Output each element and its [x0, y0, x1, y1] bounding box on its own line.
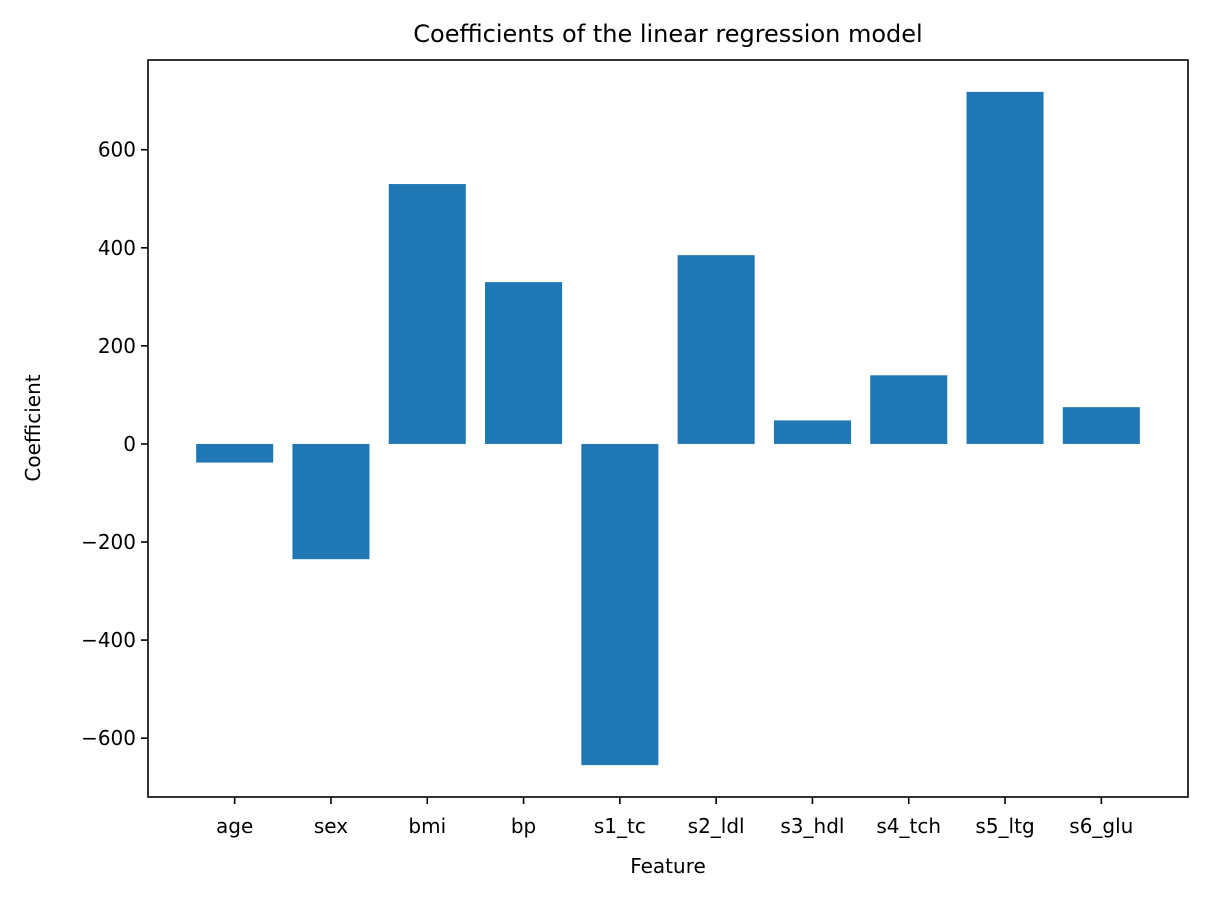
y-tick-label: 200 [98, 334, 136, 358]
y-tick-label: −400 [81, 628, 136, 652]
x-tick-label-bp: bp [511, 814, 536, 838]
axes-frame [147, 59, 1189, 798]
bar-age [196, 443, 274, 463]
y-axis-label: Coefficient [21, 374, 45, 481]
y-axis-ticks: −600 −400 −200 0 200 400 600 [81, 138, 148, 750]
bar-s3_hdl [773, 420, 851, 444]
y-tick-label: −200 [81, 530, 136, 554]
bar-sex [292, 443, 370, 560]
x-tick-label-s3_hdl: s3_hdl [780, 814, 844, 838]
x-tick-label-s2_ldl: s2_ldl [688, 814, 745, 838]
x-axis-label: Feature [630, 854, 706, 878]
y-tick-label: −600 [81, 726, 136, 750]
x-tick-label-s6_glu: s6_glu [1069, 814, 1133, 838]
y-tick-label: 0 [123, 432, 136, 456]
bar-s1_tc [581, 443, 659, 766]
x-tick-label-s1_tc: s1_tc [594, 814, 646, 838]
bar-s2_ldl [677, 255, 755, 444]
y-tick-label: 400 [98, 236, 136, 260]
x-tick-label-bmi: bmi [408, 814, 446, 838]
chart-title: Coefficients of the linear regression mo… [413, 20, 922, 48]
y-tick-label: 600 [98, 138, 136, 162]
x-tick-label-s4_tch: s4_tch [876, 814, 941, 838]
x-tick-label-s5_ltg: s5_ltg [975, 814, 1034, 838]
x-tick-label-sex: sex [314, 814, 348, 838]
x-tick-label-age: age [216, 814, 253, 838]
bar-bmi [388, 184, 466, 444]
bar-s4_tch [870, 375, 948, 444]
bar-s5_ltg [966, 91, 1044, 444]
bars-group [196, 91, 1140, 766]
bar-bp [485, 282, 563, 444]
bar-s6_glu [1062, 407, 1140, 444]
x-axis-ticks: age sex bmi bp s1_tc s2_ldl s3_hdl s4_tch s5_ltg… [216, 797, 1133, 838]
